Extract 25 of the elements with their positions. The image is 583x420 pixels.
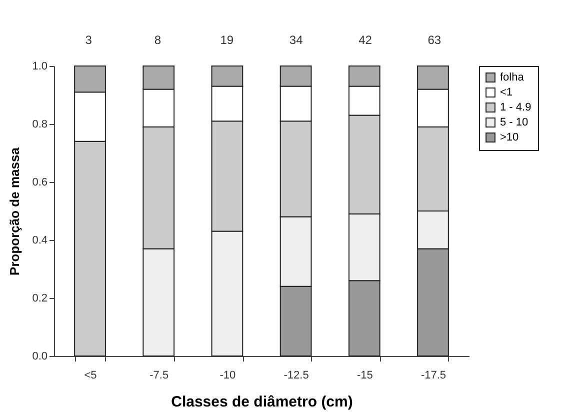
text: 8 [154,33,162,47]
y-tick-label: 0.8 [32,118,48,130]
legend-label: folha [500,72,525,84]
legend-label: >10 [500,132,519,144]
y-tick-label: 0.6 [32,176,48,188]
x-tick-label: -7.5 [150,370,169,382]
y-tick-label: 1.0 [32,60,48,72]
x-tick-label: -17.5 [420,370,446,382]
legend-label: <1 [500,86,513,98]
text: 42 [358,33,372,47]
x-tick-label: -10 [220,370,236,382]
x-tick-label: -15 [356,370,373,382]
text: 19 [220,33,234,47]
x-axis-title: Classes de diâmetro (cm) [171,394,353,410]
x-tick-label: -12.5 [284,370,309,382]
legend-label: 5 - 10 [500,116,528,128]
text: 63 [428,33,442,47]
y-axis-title: Proporção de massa [7,146,22,276]
legend-label: 1 - 4.9 [500,102,532,114]
text: 34 [289,33,304,47]
y-tick-label: 0.4 [32,234,48,246]
x-tick-label: <5 [84,370,97,382]
y-tick-label: 0.2 [32,292,48,304]
y-tick-label: 0.0 [32,350,48,362]
text: 3 [85,33,92,47]
